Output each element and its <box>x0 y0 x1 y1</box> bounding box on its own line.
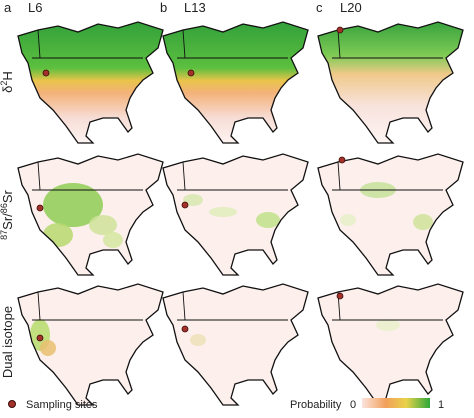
legend-probability: Probability <box>290 399 342 411</box>
map-panel <box>17 283 164 406</box>
row-label-part: 87 <box>0 230 9 240</box>
sampling-site <box>36 204 44 212</box>
panel-title: L6 <box>28 0 42 15</box>
probability-patch <box>376 319 400 331</box>
probability-patch <box>190 334 206 346</box>
map-fill <box>18 284 163 405</box>
row-label-part: H <box>0 71 15 80</box>
map-panel <box>317 21 464 144</box>
sampling-site <box>42 69 50 77</box>
row-label-part: 86 <box>0 203 9 213</box>
probability-patch <box>340 214 356 226</box>
probability-surface <box>18 22 163 143</box>
sampling-site <box>187 69 195 77</box>
sampling-site <box>336 26 344 34</box>
probability-surface <box>318 22 463 143</box>
row-label-part: 2 <box>0 81 9 86</box>
map-fill <box>18 154 163 275</box>
panel-letter: b <box>160 0 167 15</box>
legend-max: 1 <box>438 399 444 411</box>
sampling-site <box>336 292 344 300</box>
sampling-site <box>36 334 44 342</box>
border <box>32 29 143 59</box>
map-panel <box>162 283 309 406</box>
map-panel <box>162 21 309 144</box>
map-fill <box>163 154 308 275</box>
sampling-site <box>181 201 189 209</box>
panel-letter: a <box>4 0 12 15</box>
map-panel <box>17 153 164 276</box>
border <box>177 161 288 191</box>
border <box>332 161 443 191</box>
row-label: Dual isotope <box>0 306 15 378</box>
probability-patch <box>209 207 237 217</box>
map-fill <box>318 22 463 143</box>
sampling-site <box>338 156 346 164</box>
border <box>332 29 443 59</box>
probability-patch <box>103 232 123 248</box>
probability-patch <box>43 223 73 247</box>
row-label: δ2H <box>0 71 15 93</box>
sampling-site <box>181 325 189 333</box>
legend-min: 0 <box>350 399 356 411</box>
panel-title: L13 <box>184 0 206 15</box>
row-label-part: Sr/ <box>0 213 15 230</box>
row-label-part: Dual isotope <box>0 306 15 378</box>
panel-letter: c <box>316 0 323 15</box>
row-label-part: δ <box>0 86 15 93</box>
map-fill <box>18 22 163 143</box>
map-panel <box>162 153 309 276</box>
map-fill <box>318 154 463 275</box>
row-label-part: Sr <box>0 190 15 204</box>
color-bar <box>362 398 430 408</box>
probability-patch <box>256 212 280 228</box>
legend-site-marker <box>8 400 16 408</box>
border <box>32 291 143 321</box>
border <box>32 161 143 191</box>
map-panel <box>17 21 164 144</box>
map-fill <box>163 22 308 143</box>
probability-patch <box>183 194 203 206</box>
probability-patch <box>43 183 103 227</box>
probability-patch <box>413 214 433 230</box>
border <box>177 29 288 59</box>
probability-surface <box>318 154 463 275</box>
legend-sites: Sampling sites <box>26 399 98 411</box>
border <box>177 291 288 321</box>
probability-surface <box>163 154 308 275</box>
map-fill <box>163 284 308 405</box>
row-label: 87Sr/86Sr <box>0 190 15 240</box>
probability-patch <box>40 340 56 356</box>
probability-surface <box>163 22 308 143</box>
panel-title: L20 <box>340 0 362 15</box>
probability-patch <box>89 215 117 235</box>
probability-surface <box>163 284 308 405</box>
map-panel <box>317 283 464 406</box>
map-panel <box>317 153 464 276</box>
